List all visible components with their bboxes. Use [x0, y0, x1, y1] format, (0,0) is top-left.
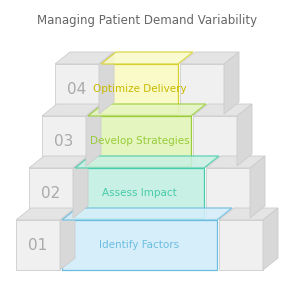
- Polygon shape: [75, 156, 219, 168]
- Polygon shape: [55, 64, 99, 114]
- Polygon shape: [62, 208, 232, 220]
- Polygon shape: [101, 64, 178, 114]
- Polygon shape: [99, 52, 114, 114]
- Polygon shape: [206, 156, 265, 168]
- Polygon shape: [250, 156, 265, 218]
- Polygon shape: [180, 52, 239, 64]
- Polygon shape: [193, 104, 252, 116]
- Polygon shape: [60, 208, 75, 270]
- Polygon shape: [219, 208, 278, 220]
- Polygon shape: [16, 208, 75, 220]
- Polygon shape: [29, 156, 88, 168]
- Polygon shape: [88, 104, 206, 116]
- Text: 01: 01: [29, 238, 48, 253]
- Polygon shape: [206, 168, 250, 218]
- Text: Identify Factors: Identify Factors: [99, 240, 180, 250]
- Text: Managing Patient Demand Variability: Managing Patient Demand Variability: [37, 14, 257, 27]
- Polygon shape: [101, 52, 193, 64]
- Polygon shape: [180, 64, 224, 114]
- Polygon shape: [55, 52, 114, 64]
- Text: 04: 04: [67, 82, 87, 97]
- Polygon shape: [193, 116, 237, 166]
- Polygon shape: [16, 220, 60, 270]
- Polygon shape: [42, 104, 101, 116]
- Polygon shape: [29, 168, 73, 218]
- Polygon shape: [88, 116, 191, 166]
- Polygon shape: [62, 220, 217, 270]
- Text: Optimize Delivery: Optimize Delivery: [93, 84, 186, 94]
- Polygon shape: [237, 104, 252, 166]
- Polygon shape: [263, 208, 278, 270]
- Polygon shape: [219, 220, 263, 270]
- Text: 03: 03: [54, 134, 74, 148]
- Polygon shape: [73, 156, 88, 218]
- Text: Develop Strategies: Develop Strategies: [90, 136, 189, 146]
- Polygon shape: [224, 52, 239, 114]
- Polygon shape: [86, 104, 101, 166]
- Text: Assess Impact: Assess Impact: [102, 188, 177, 198]
- Polygon shape: [75, 168, 204, 218]
- Text: 02: 02: [41, 185, 61, 200]
- Polygon shape: [42, 116, 86, 166]
